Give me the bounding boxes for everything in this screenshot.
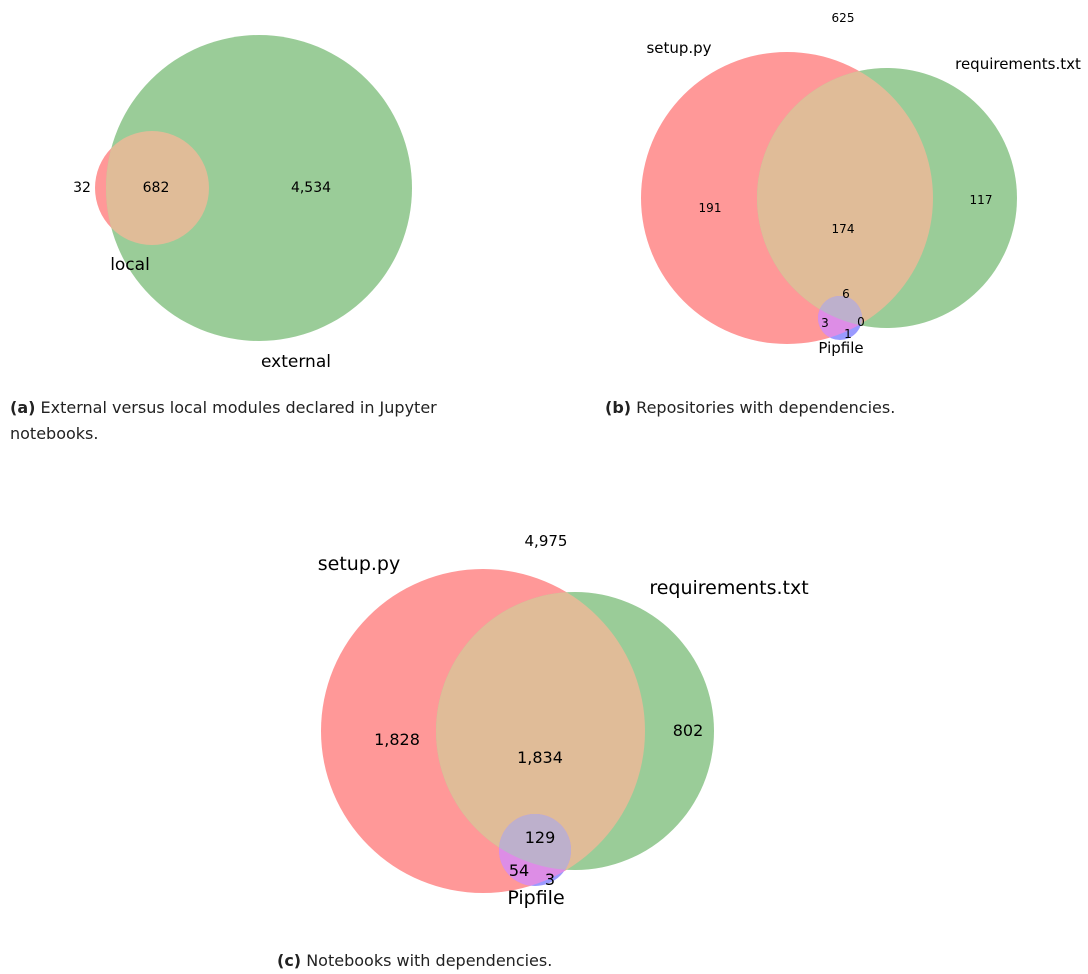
value-setup-only: 191 [699,201,722,215]
value-setup-only: 1,828 [374,730,420,749]
set-label-requirements: requirements.txt [649,577,808,599]
venn-region-external-only [106,35,412,341]
caption-text-a: External versus local modules declared i… [10,398,437,443]
panel-c-venn: 4,975 setup.py requirements.txt 1,828 1,… [318,532,809,909]
value-local-external: 682 [143,180,170,196]
set-label-setup: setup.py [318,553,401,575]
panel-a-venn: 32 682 4,534 local external [73,35,412,372]
set-label-pipfile: Pipfile [507,887,564,909]
value-pipfile-only: 1 [844,327,852,341]
value-requirements-only: 802 [673,721,704,740]
caption-c: (c) Notebooks with dependencies. [277,948,797,974]
caption-text-b: Repositories with dependencies. [636,398,896,417]
value-all-three: 129 [525,828,556,847]
value-outside: 4,975 [525,532,568,550]
set-label-requirements: requirements.txt [955,55,1081,73]
value-setup-pipfile: 54 [509,861,529,880]
caption-b: (b) Repositories with dependencies. [605,395,1065,421]
value-setup-pipfile: 3 [821,316,829,330]
caption-a: (a) External versus local modules declar… [10,395,490,447]
value-all-three: 6 [842,287,850,301]
venn-region-all-three [818,296,862,328]
value-external-only: 4,534 [291,180,331,196]
value-requirements-pipfile: 0 [857,315,865,329]
caption-tag-b: (b) [605,398,632,417]
venn-region-setup-requirements [757,68,933,328]
value-local-only: 32 [73,180,91,196]
panel-b-venn: 625 setup.py requirements.txt 191 174 11… [641,11,1081,357]
set-label-local: local [110,255,150,275]
value-pipfile-only: 3 [545,870,555,889]
caption-tag-a: (a) [10,398,36,417]
caption-text-c: Notebooks with dependencies. [306,951,553,970]
value-requirements-only: 117 [970,193,993,207]
value-outside: 625 [832,11,855,25]
set-label-pipfile: Pipfile [818,339,863,357]
venn-figure: 32 682 4,534 local external 625 setup.py… [73,11,1081,909]
value-setup-requirements: 174 [832,222,855,236]
set-label-external: external [261,352,331,372]
set-label-setup: setup.py [646,39,711,57]
value-setup-requirements: 1,834 [517,748,563,767]
caption-tag-c: (c) [277,951,302,970]
